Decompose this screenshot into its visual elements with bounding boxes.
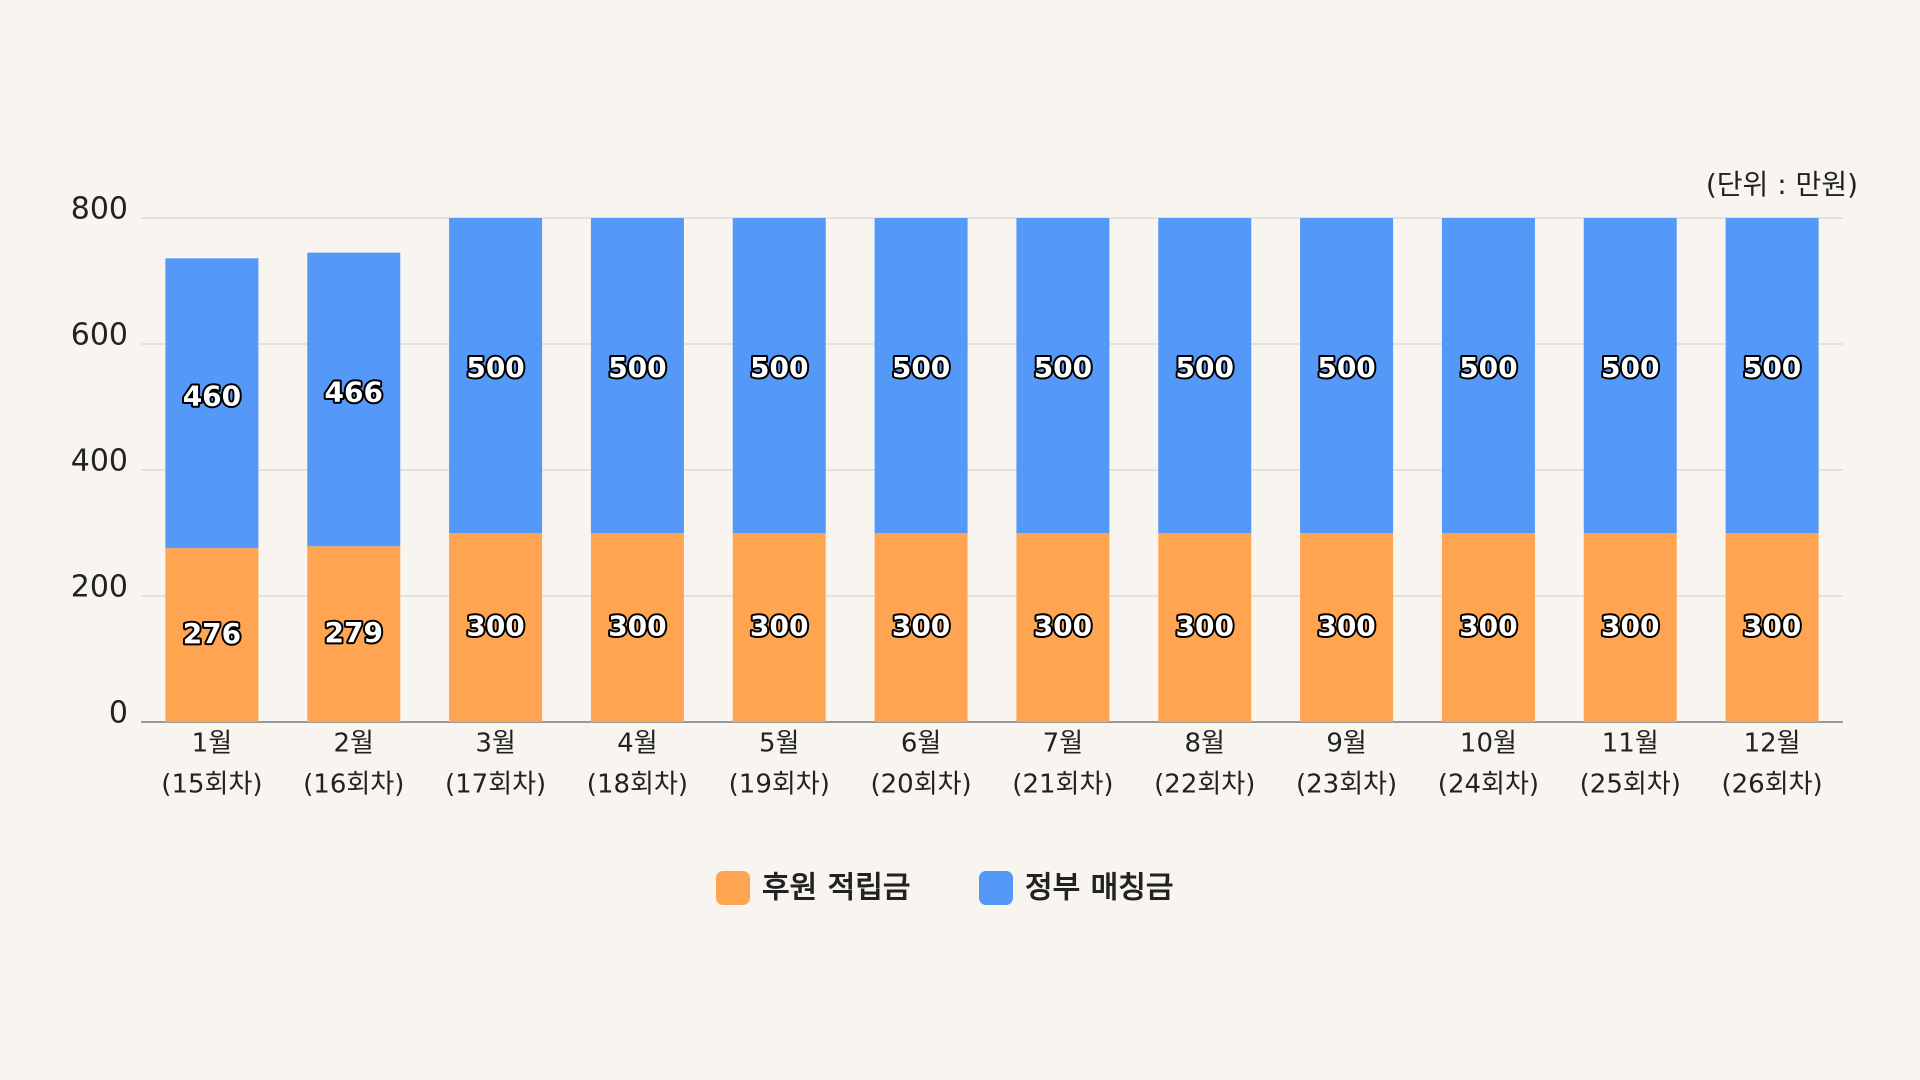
- x-tick-label: (26회차): [1721, 770, 1822, 800]
- value-label: 500: [466, 351, 524, 384]
- x-tick-label: 6월: [901, 729, 941, 759]
- value-label: 300: [466, 610, 524, 643]
- y-tick-label: 400: [71, 444, 128, 479]
- x-tick-label: 3월: [475, 729, 515, 759]
- bar-segment: [1300, 533, 1394, 722]
- bar-segment: [307, 252, 401, 547]
- value-label: 500: [608, 351, 666, 384]
- bar-segment: [1441, 218, 1535, 533]
- value-label: 300: [1601, 610, 1659, 643]
- y-tick-label: 0: [109, 696, 128, 731]
- value-label: 300: [1317, 610, 1375, 643]
- y-tick-label: 600: [71, 318, 128, 353]
- x-tick-label: (21회차): [1012, 770, 1113, 800]
- bar-segment: [307, 546, 401, 722]
- bar-segment: [874, 533, 968, 722]
- x-tick-label: (22회차): [1154, 770, 1255, 800]
- bar-segment: [1583, 533, 1677, 722]
- legend-swatch: [979, 871, 1013, 905]
- value-label: 500: [892, 351, 950, 384]
- bar-segment: [1016, 218, 1110, 533]
- value-label: 500: [1034, 351, 1092, 384]
- bar-segment: [449, 533, 543, 722]
- value-label: 500: [1176, 351, 1234, 384]
- y-tick-label: 800: [71, 192, 128, 227]
- x-tick-label: 7월: [1043, 729, 1083, 759]
- bar-segment: [1016, 533, 1110, 722]
- bar-segment: [165, 548, 259, 722]
- value-label: 500: [1601, 351, 1659, 384]
- value-label: 300: [1743, 610, 1801, 643]
- value-label: 300: [750, 610, 808, 643]
- x-tick-label: (19회차): [729, 770, 830, 800]
- value-label: 466: [325, 376, 383, 409]
- value-label: 300: [892, 610, 950, 643]
- value-label: 500: [750, 351, 808, 384]
- x-tick-label: (17회차): [445, 770, 546, 800]
- x-tick-label: 11월: [1602, 729, 1659, 759]
- bar-segment: [874, 218, 968, 533]
- bar-segment: [1300, 218, 1394, 533]
- value-label: 276: [183, 617, 241, 650]
- bar-segment: [449, 218, 543, 533]
- bar-segment: [165, 258, 259, 549]
- bar-segment: [1441, 533, 1535, 722]
- y-tick-label: 200: [71, 570, 128, 605]
- unit-label: (단위 : 만원): [1706, 168, 1858, 201]
- value-label: 300: [1034, 610, 1092, 643]
- x-tick-label: (20회차): [870, 770, 971, 800]
- bar-segment: [732, 218, 826, 533]
- x-tick-label: 4월: [617, 729, 657, 759]
- x-tick-label: 10월: [1460, 729, 1517, 759]
- x-tick-label: (18회차): [587, 770, 688, 800]
- x-tick-label: 2월: [334, 729, 374, 759]
- legend-label: 후원 적립금: [762, 871, 910, 906]
- legend-swatch: [716, 871, 750, 905]
- x-tick-label: (25회차): [1580, 770, 1681, 800]
- value-label: 500: [1459, 351, 1517, 384]
- bar-segment: [590, 218, 684, 533]
- bar-segment: [1725, 218, 1819, 533]
- x-tick-label: (23회차): [1296, 770, 1397, 800]
- x-tick-label: 5월: [759, 729, 799, 759]
- legend-label: 정부 매칭금: [1025, 871, 1173, 906]
- value-label: 460: [183, 379, 241, 412]
- value-label: 500: [1317, 351, 1375, 384]
- bar-segment: [1158, 218, 1252, 533]
- x-tick-label: 12월: [1744, 729, 1801, 759]
- value-label: 300: [1176, 610, 1234, 643]
- x-tick-label: (16회차): [303, 770, 404, 800]
- x-tick-label: 8월: [1185, 729, 1225, 759]
- value-label: 500: [1743, 351, 1801, 384]
- x-tick-label: (24회차): [1438, 770, 1539, 800]
- bar-segment: [732, 533, 826, 722]
- x-tick-label: 9월: [1326, 729, 1366, 759]
- value-label: 300: [1459, 610, 1517, 643]
- bar-segment: [1725, 533, 1819, 722]
- x-tick-label: 1월: [192, 729, 232, 759]
- value-label: 279: [325, 616, 383, 649]
- bar-segment: [1158, 533, 1252, 722]
- value-label: 300: [608, 610, 666, 643]
- bar-segment: [1583, 218, 1677, 533]
- x-tick-label: (15회차): [161, 770, 262, 800]
- bar-segment: [590, 533, 684, 722]
